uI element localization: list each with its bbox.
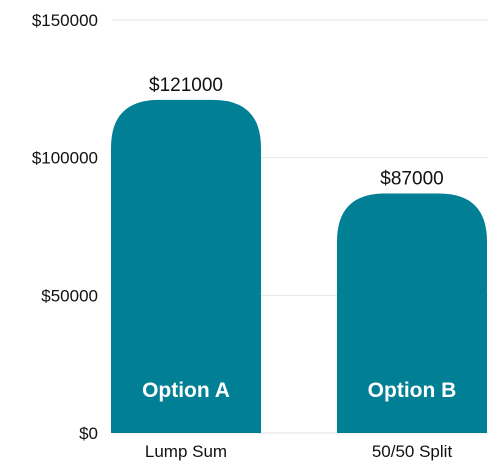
y-tick-label: $50000 <box>41 286 98 305</box>
bar <box>337 193 487 433</box>
bars <box>111 99 487 433</box>
bar-value-label: $121000 <box>149 75 223 96</box>
labels: $121000 Option A Lump Sum $87000 Option B 50/… <box>142 75 456 461</box>
y-axis-tick-labels: $0 $50000 $100000 $150000 <box>32 11 98 443</box>
y-tick-label: $0 <box>79 424 98 443</box>
y-tick-label: $100000 <box>32 149 98 168</box>
bar-value-label: $87000 <box>380 168 443 189</box>
bar <box>111 99 261 433</box>
x-category-label: Lump Sum <box>145 442 227 461</box>
bar-option-label: Option A <box>142 379 230 402</box>
x-category-label: 50/50 Split <box>372 442 453 461</box>
y-tick-label: $150000 <box>32 11 98 30</box>
bar-option-label: Option B <box>368 379 457 402</box>
